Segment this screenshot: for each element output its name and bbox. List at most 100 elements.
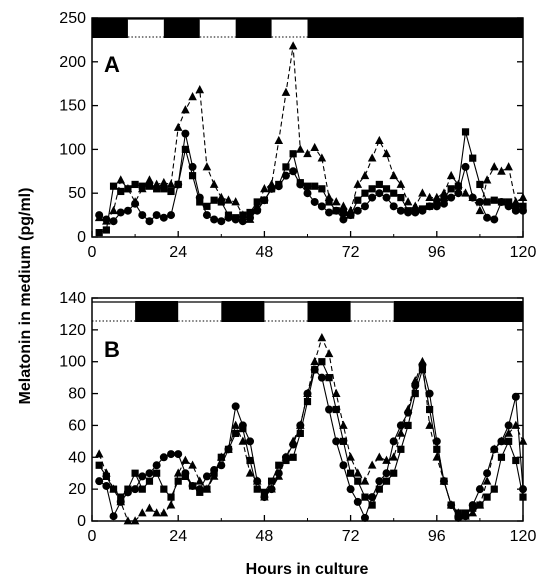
data-point-triangle <box>231 197 240 206</box>
data-point-square <box>174 477 182 485</box>
data-point-circle <box>454 189 463 198</box>
data-point-triangle <box>195 85 205 94</box>
panel-letter: B <box>104 337 120 362</box>
data-point-square <box>361 189 369 197</box>
data-point-circle <box>447 501 456 510</box>
data-point-square <box>203 485 211 493</box>
data-point-circle <box>439 477 448 486</box>
data-point-circle <box>210 215 219 224</box>
series-line-triangle <box>98 336 524 522</box>
data-point-square <box>505 198 513 206</box>
data-point-circle <box>368 193 377 202</box>
data-point-circle <box>195 193 204 202</box>
data-point-triangle <box>331 197 341 206</box>
data-point-square <box>95 461 103 469</box>
data-point-circle <box>109 512 118 521</box>
data-point-circle <box>174 180 183 189</box>
data-point-triangle <box>331 388 341 397</box>
data-point-triangle <box>238 436 248 445</box>
data-point-circle <box>317 373 326 382</box>
data-point-triangle <box>145 503 154 512</box>
data-point-square <box>454 182 462 190</box>
dark-period-bar <box>135 301 179 322</box>
data-point-square <box>440 193 448 202</box>
data-point-square <box>490 485 498 493</box>
data-point-square <box>124 185 132 193</box>
data-point-triangle <box>317 333 327 342</box>
data-point-circle <box>217 461 226 470</box>
data-point-triangle <box>274 135 284 145</box>
data-point-circle <box>224 213 233 222</box>
data-point-circle <box>375 189 384 198</box>
data-point-circle <box>303 189 312 198</box>
data-point-square <box>382 185 391 193</box>
data-point-square <box>325 374 333 382</box>
data-point-circle <box>310 365 319 374</box>
data-point-triangle <box>137 508 147 517</box>
data-point-circle <box>353 497 362 506</box>
data-point-square <box>368 185 376 193</box>
data-point-square <box>217 453 225 461</box>
data-point-square <box>167 187 175 196</box>
data-point-triangle <box>181 455 190 464</box>
data-point-square <box>339 208 348 217</box>
data-point-square <box>217 198 225 206</box>
data-point-triangle <box>504 428 513 437</box>
data-point-triangle <box>166 500 176 509</box>
data-point-triangle <box>482 175 492 184</box>
data-point-circle <box>519 206 527 215</box>
data-point-circle <box>382 469 391 478</box>
data-point-circle <box>454 513 463 522</box>
data-point-circle <box>396 206 405 215</box>
data-point-circle <box>511 392 520 401</box>
data-point-circle <box>375 477 384 486</box>
data-point-square <box>95 229 103 237</box>
data-point-triangle <box>425 420 434 429</box>
data-point-square <box>160 485 168 493</box>
data-point-circle <box>490 445 499 454</box>
data-point-square <box>368 501 376 509</box>
data-point-triangle <box>367 460 377 469</box>
data-point-circle <box>95 211 104 220</box>
data-point-circle <box>425 389 434 398</box>
data-point-circle <box>274 182 283 191</box>
data-point-circle <box>346 211 355 220</box>
data-point-triangle <box>202 162 212 171</box>
y-tick-label: 60 <box>68 417 86 434</box>
data-point-circle <box>95 477 104 486</box>
data-point-circle <box>468 193 477 202</box>
data-point-circle <box>461 512 470 521</box>
data-point-square <box>519 202 527 210</box>
data-point-circle <box>296 180 305 189</box>
x-tick-label: 96 <box>428 528 446 545</box>
data-point-triangle <box>324 348 334 358</box>
data-point-circle <box>475 485 484 494</box>
y-tick-label: 200 <box>59 54 86 71</box>
data-point-square <box>318 358 326 366</box>
dark-period-bar <box>221 301 265 322</box>
data-point-square <box>131 469 139 477</box>
data-point-triangle <box>231 420 240 429</box>
data-point-circle <box>418 360 427 369</box>
data-point-triangle <box>389 452 398 461</box>
data-point-triangle <box>375 135 384 145</box>
y-tick-label: 150 <box>59 98 86 115</box>
data-point-circle <box>317 202 326 211</box>
data-point-square <box>512 202 520 210</box>
data-point-circle <box>411 381 420 390</box>
y-tick-label: 120 <box>59 322 86 339</box>
data-point-square <box>469 154 477 162</box>
data-point-square <box>390 189 398 197</box>
data-point-square <box>267 477 276 485</box>
data-point-triangle <box>173 122 183 131</box>
data-point-circle <box>152 211 161 220</box>
data-point-square <box>138 485 146 493</box>
data-point-circle <box>360 202 369 211</box>
data-point-square <box>232 429 240 437</box>
data-point-triangle <box>382 148 391 158</box>
x-tick-label: 120 <box>510 528 537 545</box>
data-point-square <box>354 196 362 204</box>
data-point-circle <box>325 405 334 414</box>
data-point-triangle <box>367 153 377 162</box>
data-point-triangle <box>94 449 104 458</box>
